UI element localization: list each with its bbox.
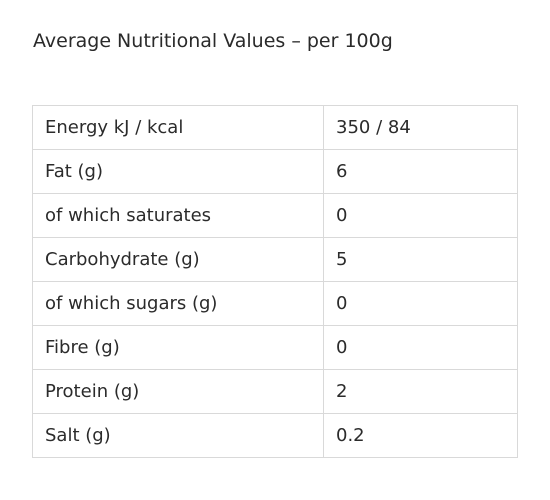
nutrient-value: 350 / 84 [323, 105, 518, 150]
nutrient-label: Protein (g) [32, 369, 324, 414]
table-row: Carbohydrate (g) 5 [32, 237, 518, 282]
nutrition-table: Energy kJ / kcal 350 / 84 Fat (g) 6 of w… [32, 105, 518, 458]
nutrient-label: Fibre (g) [32, 325, 324, 370]
nutrient-label: Carbohydrate (g) [32, 237, 324, 282]
table-row: Fibre (g) 0 [32, 325, 518, 370]
table-row: Energy kJ / kcal 350 / 84 [32, 105, 518, 150]
nutrient-label: Fat (g) [32, 149, 324, 194]
table-row: of which sugars (g) 0 [32, 281, 518, 326]
nutrient-label: Salt (g) [32, 413, 324, 458]
nutrient-label: of which saturates [32, 193, 324, 238]
table-row: Protein (g) 2 [32, 369, 518, 414]
table-row: of which saturates 0 [32, 193, 518, 238]
nutrition-heading: Average Nutritional Values – per 100g [33, 30, 393, 52]
table-row: Fat (g) 6 [32, 149, 518, 194]
nutrient-value: 0 [323, 281, 518, 326]
nutrient-value: 5 [323, 237, 518, 282]
table-row: Salt (g) 0.2 [32, 413, 518, 458]
nutrient-label: of which sugars (g) [32, 281, 324, 326]
nutrient-value: 6 [323, 149, 518, 194]
nutrient-value: 0 [323, 325, 518, 370]
nutrient-label: Energy kJ / kcal [32, 105, 324, 150]
nutrient-value: 0 [323, 193, 518, 238]
nutrient-value: 0.2 [323, 413, 518, 458]
nutrient-value: 2 [323, 369, 518, 414]
